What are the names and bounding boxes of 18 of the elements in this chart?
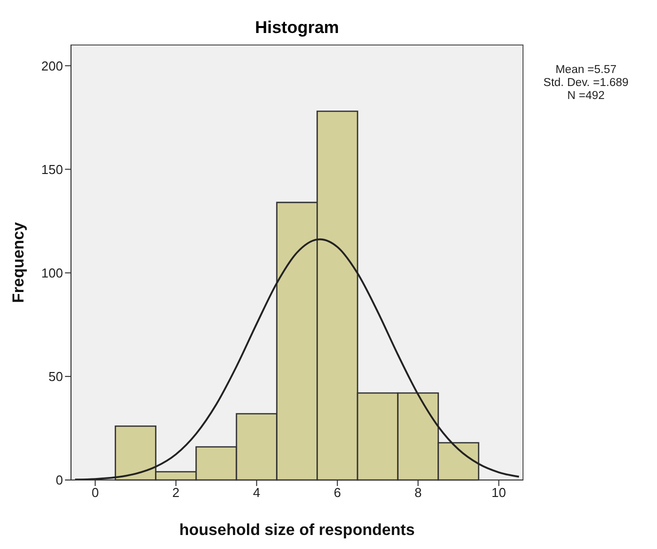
y-axis-title: Frequency	[10, 222, 28, 303]
y-tick-label: 0	[56, 472, 63, 488]
line-series	[74, 238, 520, 480]
x-tick-label: 2	[172, 485, 180, 500]
text: Std. Dev. =1.689	[542, 77, 630, 90]
x-tick-label: 8	[414, 485, 422, 500]
y-tick-label: 50	[48, 369, 63, 384]
x-tick-label: 10	[492, 485, 506, 500]
chart-title: Histogram	[254, 18, 340, 38]
x-tick-label: 4	[253, 485, 260, 500]
x-tick-label: 6	[334, 485, 341, 500]
text: N =492	[566, 90, 606, 103]
text: Mean =5.57	[554, 64, 618, 77]
x-tick-label: 0	[92, 485, 99, 500]
y-tick-label: 100	[41, 265, 63, 280]
y-tick-label: 150	[41, 162, 63, 177]
x-axis-title: household size of respondents	[179, 522, 415, 539]
y-tick-label: 200	[41, 58, 63, 74]
